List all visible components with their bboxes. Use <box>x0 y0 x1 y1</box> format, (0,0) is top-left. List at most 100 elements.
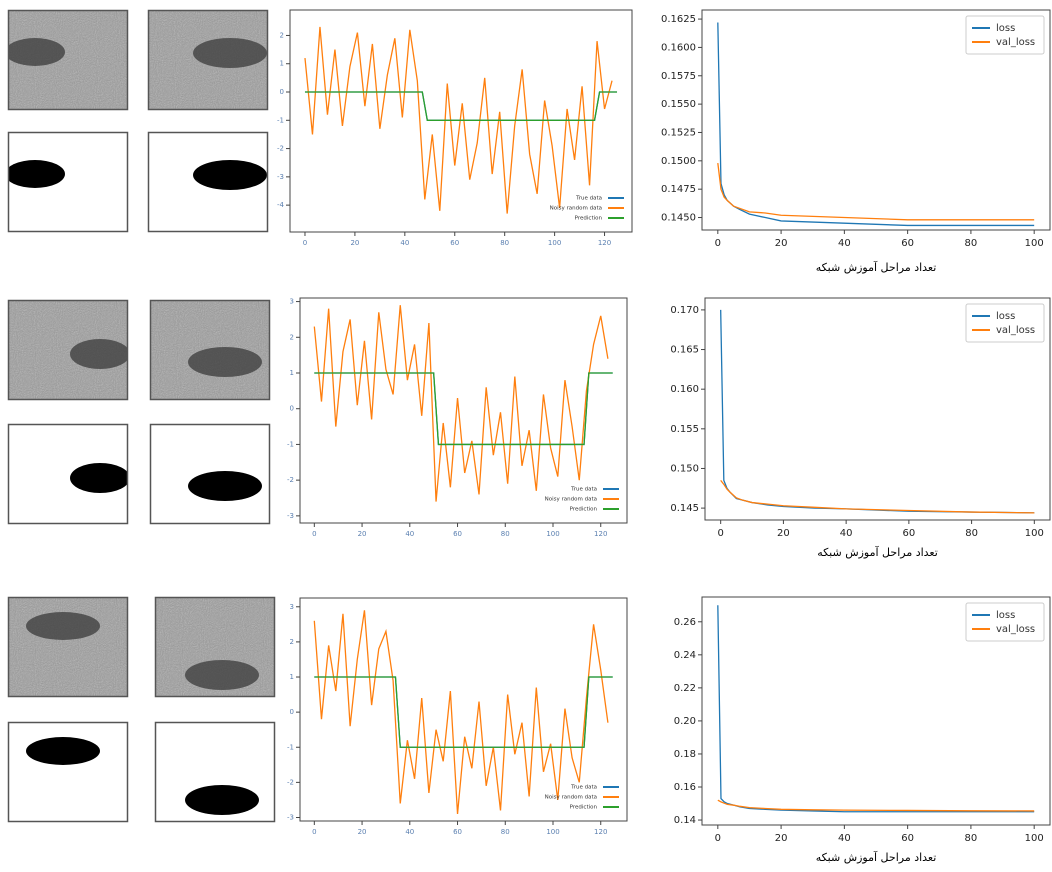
plot-frame <box>289 9 633 233</box>
legend-box <box>965 602 1045 642</box>
y-tick-label: 0.1475 <box>661 184 696 195</box>
legend-label: Prediction <box>575 216 603 222</box>
x-tick-label: 60 <box>453 828 462 836</box>
x-tick-label: 100 <box>546 530 559 538</box>
x-tick-label: 80 <box>500 239 509 247</box>
image-noise <box>8 597 128 697</box>
legend-label: Prediction <box>570 507 598 513</box>
y-tick-label: 0 <box>290 708 294 716</box>
x-tick-label: 20 <box>775 833 788 844</box>
series-line <box>313 610 609 815</box>
x-tick-label: 40 <box>405 828 414 836</box>
x-tick-label: 20 <box>775 238 788 249</box>
ellipse <box>185 660 259 690</box>
image-panel <box>154 596 276 698</box>
series-line <box>717 605 1035 813</box>
image-content <box>8 300 128 400</box>
image-content <box>150 300 270 400</box>
image-panel <box>7 596 129 698</box>
ellipse <box>8 160 65 188</box>
x-tick-label: 100 <box>548 239 561 247</box>
y-tick-label: 0.14 <box>674 815 696 826</box>
chart: 0 20 40 60 80 100 0.14 0.16 0.18 0.20 0.22 0.24 0.26… <box>674 596 1051 864</box>
ellipse <box>185 785 259 815</box>
chart: 0 20 40 60 80 100 120 3 2 1 0 -1 -2 -3 True data Noisy … <box>287 297 628 538</box>
series-line <box>304 26 613 214</box>
x-tick-label: 120 <box>598 239 611 247</box>
x-tick-label: 0 <box>715 238 721 249</box>
image-frame <box>147 131 269 233</box>
y-tick-label: 0.16 <box>674 782 696 793</box>
y-tick-label: -2 <box>287 778 294 786</box>
image-bg <box>8 722 128 822</box>
image-panel <box>7 9 129 111</box>
legend-label: True data <box>570 785 597 791</box>
y-tick-label: 2 <box>290 638 294 646</box>
y-tick-label: 2 <box>290 333 294 341</box>
y-tick-label: 0.24 <box>674 650 696 661</box>
legend-label: Noisy random data <box>545 795 597 801</box>
y-tick-label: -1 <box>277 116 284 124</box>
ellipse <box>193 38 267 68</box>
x-tick-label: 0 <box>715 833 721 844</box>
x-tick-label: 80 <box>501 530 510 538</box>
x-tick-label: 60 <box>901 833 914 844</box>
y-tick-label: -1 <box>287 440 294 448</box>
image-frame <box>7 9 129 111</box>
image-panel <box>149 423 271 525</box>
image-panel <box>7 721 129 823</box>
image-content <box>8 132 128 232</box>
y-tick-label: -3 <box>287 512 294 520</box>
x-tick-label: 0 <box>312 530 316 538</box>
y-tick-label: 0.160 <box>670 384 699 395</box>
legend-label: True data <box>570 487 597 493</box>
ellipse <box>188 471 262 501</box>
y-tick-label: 0 <box>280 88 284 96</box>
image-content <box>8 424 128 524</box>
y-tick-label: 0.1450 <box>661 213 696 224</box>
image-frame <box>7 721 129 823</box>
y-tick-label: 0.20 <box>674 716 696 727</box>
image-panel <box>7 131 129 233</box>
y-tick-label: 0.170 <box>670 305 699 316</box>
x-tick-label: 0 <box>717 528 723 539</box>
y-tick-label: 1 <box>290 369 294 377</box>
plot-frame <box>299 297 628 524</box>
x-tick-label: 0 <box>303 239 307 247</box>
legend-box <box>965 303 1045 343</box>
legend-label: Noisy random data <box>545 497 597 503</box>
y-tick-label: 0.26 <box>674 617 696 628</box>
x-tick-label: 20 <box>358 530 367 538</box>
legend-label: val_loss <box>996 624 1035 635</box>
image-frame <box>7 596 129 698</box>
x-tick-label: 40 <box>405 530 414 538</box>
ellipse <box>70 463 128 493</box>
legend-label: loss <box>996 610 1015 621</box>
x-tick-label: 60 <box>453 530 462 538</box>
image-frame <box>147 9 269 111</box>
image-panel <box>154 721 276 823</box>
y-tick-label: 0.145 <box>670 503 699 514</box>
x-axis-label: تعداد مراحل آموزش شبکه <box>816 260 937 274</box>
image-frame <box>154 596 276 698</box>
legend-label: loss <box>996 23 1015 34</box>
image-frame <box>7 423 129 525</box>
ellipse <box>26 737 100 765</box>
image-content <box>8 10 128 110</box>
y-tick-label: -3 <box>277 173 284 181</box>
series-line <box>304 91 618 121</box>
ellipse <box>188 347 262 377</box>
plot-frame <box>299 597 628 822</box>
x-tick-label: 40 <box>840 528 853 539</box>
y-tick-label: 0.150 <box>670 463 699 474</box>
y-tick-label: 0.22 <box>674 683 696 694</box>
legend-label: val_loss <box>996 325 1035 336</box>
x-tick-label: 40 <box>400 239 409 247</box>
ellipse <box>8 38 65 66</box>
x-tick-label: 100 <box>1025 528 1044 539</box>
image-frame <box>7 131 129 233</box>
x-tick-label: 80 <box>501 828 510 836</box>
x-tick-label: 80 <box>965 528 978 539</box>
x-tick-label: 60 <box>901 238 914 249</box>
x-axis-label: تعداد مراحل آموزش شبکه <box>816 850 937 864</box>
